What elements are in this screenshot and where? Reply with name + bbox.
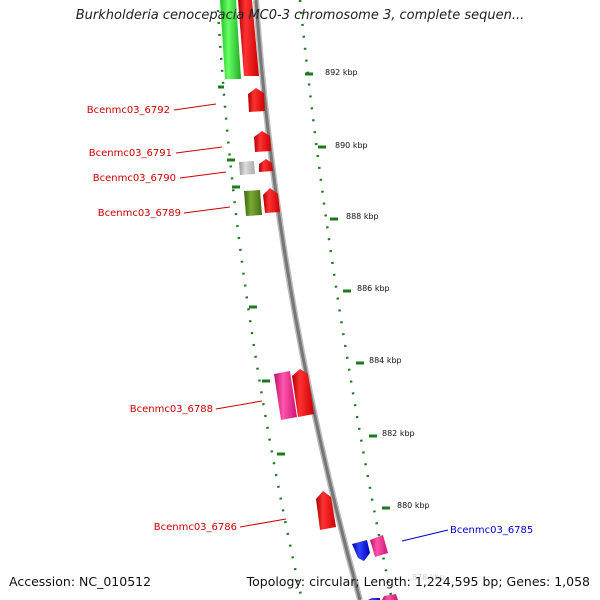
- gene-label[interactable]: Bcenmc03_6792: [87, 105, 170, 116]
- cds-6785-blue[interactable]: [352, 540, 370, 561]
- tick-label: 882 kbp: [382, 429, 415, 438]
- cds-green-top: [220, 0, 241, 79]
- tick-dashes: [305, 72, 390, 510]
- genome-title: Burkholderia cenocepacia MC0-3 chromosom…: [75, 8, 525, 23]
- cds-6791[interactable]: [254, 131, 271, 152]
- gene-label[interactable]: Bcenmc03_6790: [93, 173, 176, 184]
- cds-6789-red[interactable]: [263, 188, 280, 213]
- cds-6790-grey[interactable]: [239, 161, 255, 175]
- cds-red-top: [238, 0, 259, 76]
- genome-stats-text: Topology: circular; Length: 1,224,595 bp…: [246, 574, 590, 589]
- tick-label: 880 kbp: [397, 501, 430, 510]
- gene-label[interactable]: Bcenmc03_6785: [450, 525, 533, 536]
- tick-label: 890 kbp: [335, 141, 368, 150]
- tick-label: 892 kbp: [325, 68, 358, 77]
- cds-6792[interactable]: [248, 88, 265, 112]
- gene-label[interactable]: Bcenmc03_6791: [89, 148, 172, 159]
- tick-label: 878 kbp: [412, 573, 445, 582]
- cds-bottom-pink: [382, 594, 398, 600]
- tick-label: 884 kbp: [369, 356, 402, 365]
- tick-label: 886 kbp: [357, 284, 390, 293]
- cds-features: [220, 0, 398, 600]
- outer-tick-track: [298, 0, 394, 600]
- cds-6788-red[interactable]: [292, 369, 314, 417]
- gc-dashes: [218, 85, 285, 456]
- backbone: [254, 0, 362, 600]
- leader-lines: [173, 103, 449, 542]
- gene-label[interactable]: Bcenmc03_6789: [98, 208, 181, 219]
- accession-text: Accession: NC_010512: [9, 574, 152, 589]
- cds-6789-olive[interactable]: [244, 190, 262, 216]
- gene-label[interactable]: Bcenmc03_6788: [130, 404, 213, 415]
- cds-6788-pink[interactable]: [274, 371, 297, 420]
- cds-6790-red[interactable]: [259, 159, 273, 172]
- tick-label: 888 kbp: [346, 212, 379, 221]
- cds-6786[interactable]: [316, 491, 336, 530]
- backbone-shadow: [253, 0, 363, 600]
- gene-label[interactable]: Bcenmc03_6786: [154, 522, 237, 533]
- cds-6785-pink[interactable]: [370, 535, 388, 557]
